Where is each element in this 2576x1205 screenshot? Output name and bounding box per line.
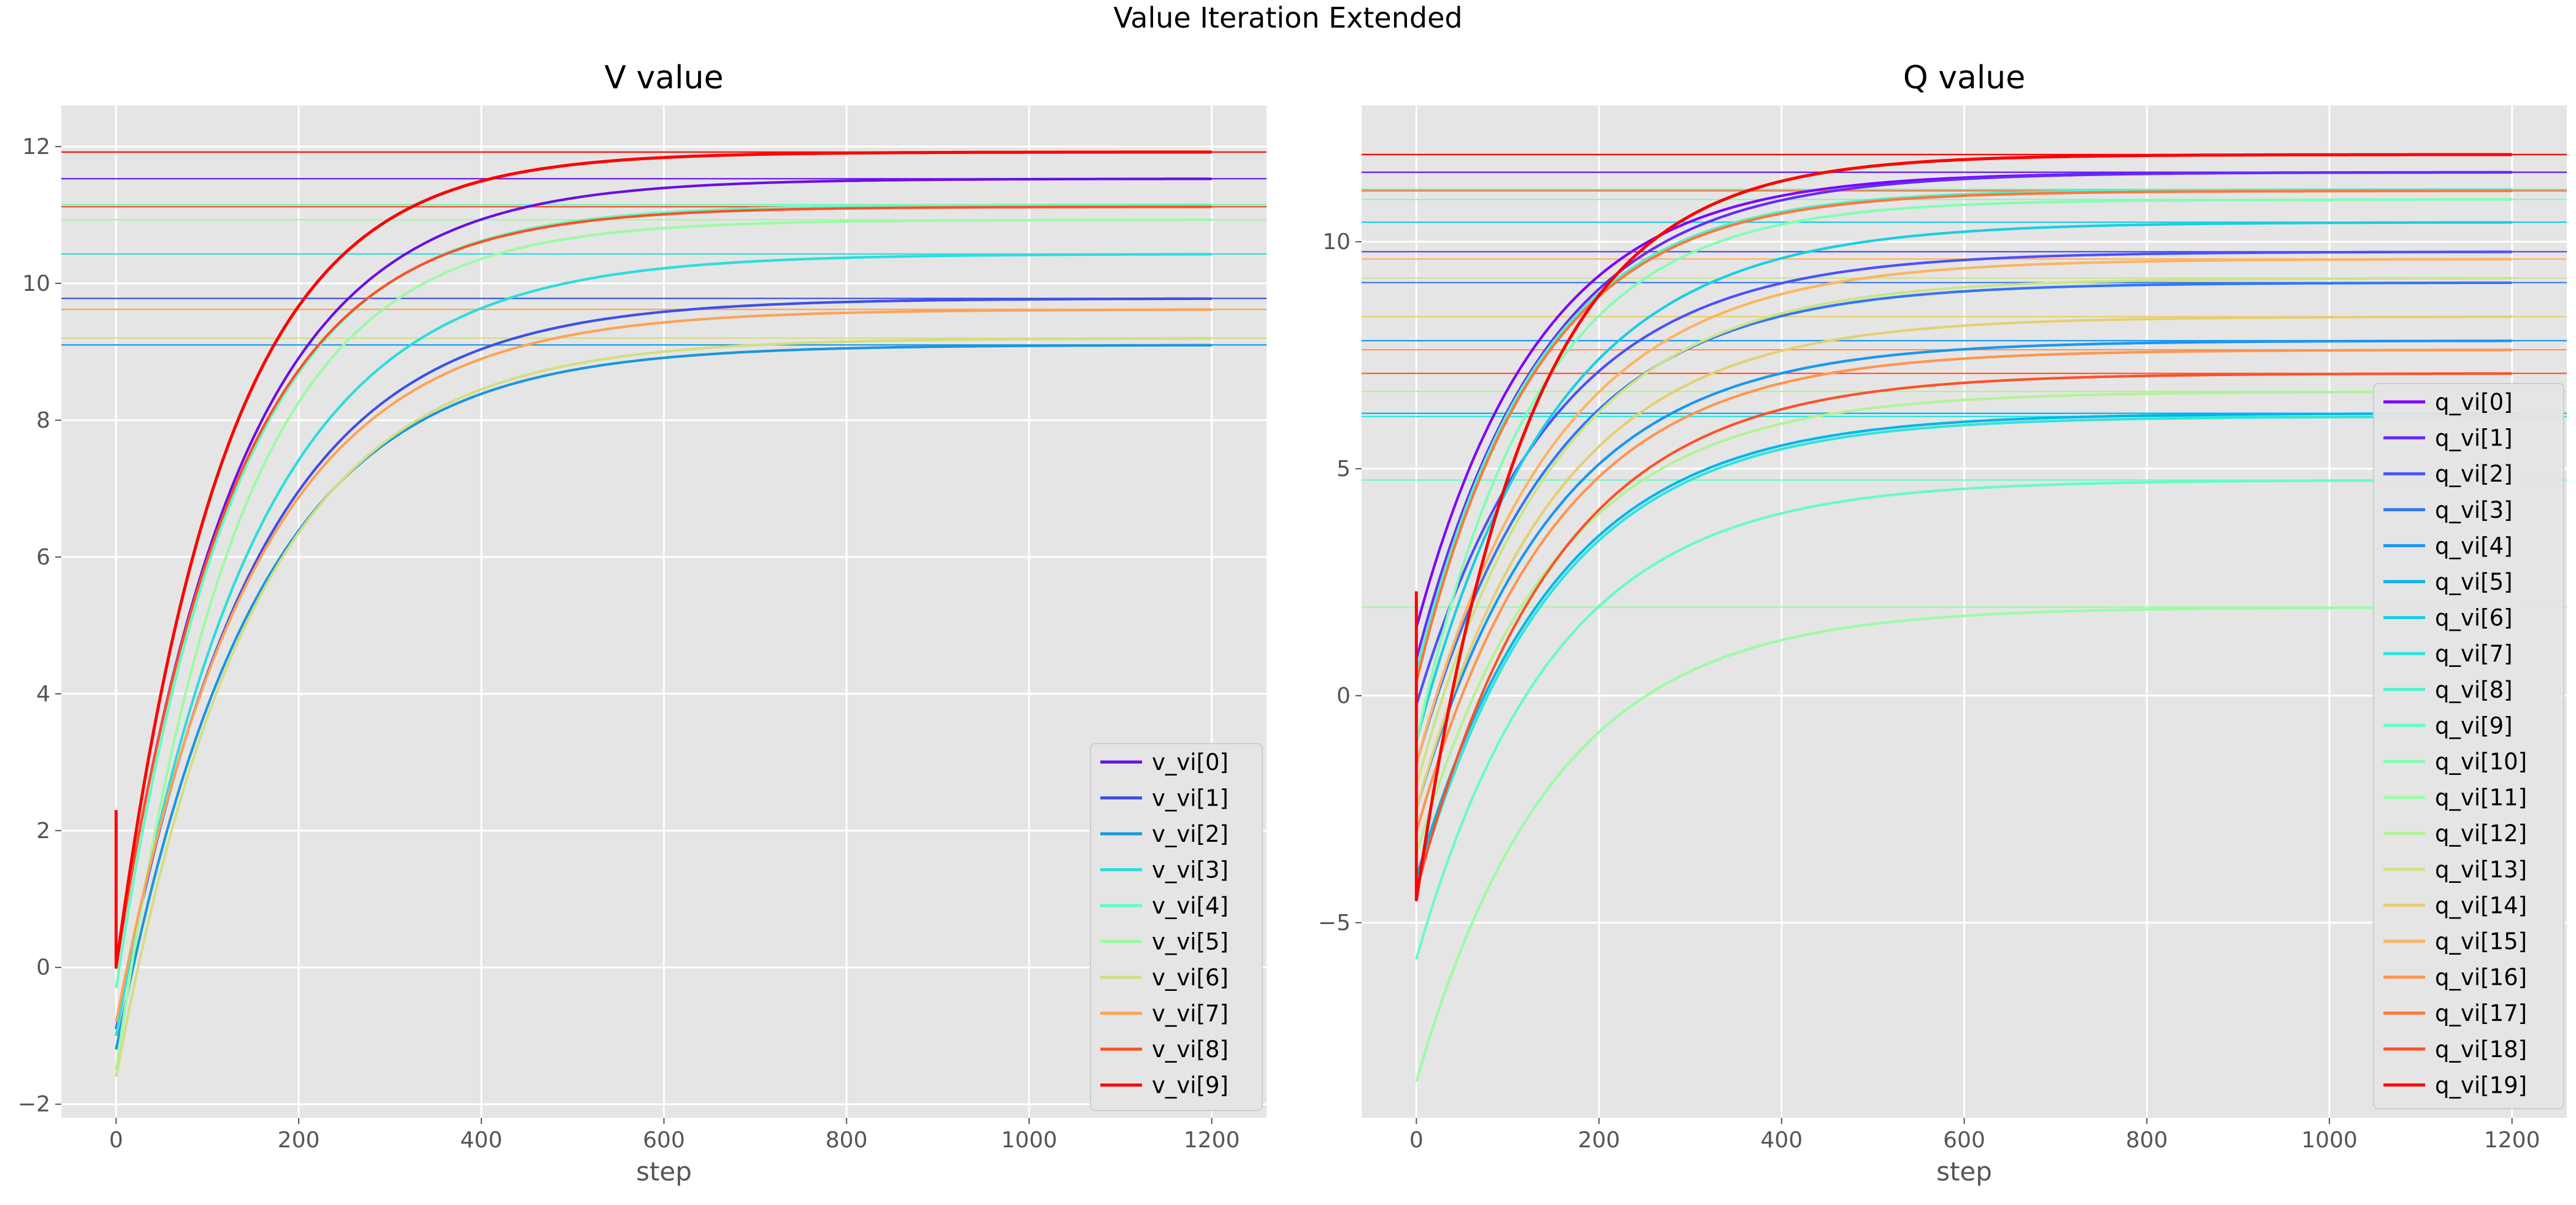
series-line-v_vi[5] bbox=[115, 218, 1212, 1071]
y-tick-label: 4 bbox=[36, 682, 50, 707]
legend-label-v_vi[6]: v_vi[6] bbox=[1152, 964, 1229, 991]
chart-title: Q value bbox=[1903, 60, 2026, 96]
series-line-q_vi[15] bbox=[1415, 258, 2512, 764]
legend-label-q_vi[6]: q_vi[6] bbox=[2435, 605, 2513, 631]
legend-label-v_vi[4]: v_vi[4] bbox=[1152, 893, 1229, 919]
y-tick-label: 12 bbox=[22, 134, 50, 160]
series-line-q_vi[6] bbox=[1415, 221, 2512, 742]
series-line-q_vi[13] bbox=[1415, 277, 2512, 787]
series-line-v_vi[8] bbox=[115, 206, 1212, 968]
series-line-q_vi[7] bbox=[1415, 415, 2512, 887]
legend-label-q_vi[14]: q_vi[14] bbox=[2435, 892, 2527, 918]
x-axis-label: step bbox=[636, 1157, 692, 1187]
legend-label-q_vi[1]: q_vi[1] bbox=[2435, 425, 2513, 452]
legend: q_vi[0] q_vi[1] q_vi[2] q_vi[3] q_vi[4] q_vi[… bbox=[2373, 383, 2564, 1109]
series-line-v_vi[3] bbox=[115, 253, 1212, 1036]
x-tick-label: 1200 bbox=[1184, 1128, 1240, 1153]
legend-label-q_vi[11]: q_vi[11] bbox=[2435, 785, 2527, 811]
series-line-q_vi[18] bbox=[1415, 372, 2512, 891]
y-tick-label: 0 bbox=[36, 955, 50, 980]
series-line-q_vi[1] bbox=[1415, 171, 2512, 660]
x-tick-label: 200 bbox=[278, 1128, 320, 1153]
y-tick-label: 0 bbox=[1336, 683, 1351, 709]
y-tick-label: −5 bbox=[1318, 910, 1351, 936]
x-tick-label: 400 bbox=[1760, 1128, 1803, 1153]
legend-label-v_vi[9]: v_vi[9] bbox=[1152, 1072, 1229, 1099]
series-line-v_vi[7] bbox=[115, 308, 1212, 1023]
legend-label-q_vi[9]: q_vi[9] bbox=[2435, 712, 2513, 739]
x-axis-label: step bbox=[1936, 1157, 1992, 1187]
series-line-v_vi[1] bbox=[115, 297, 1212, 1030]
x-tick-label: 400 bbox=[460, 1128, 502, 1153]
y-tick-label: 2 bbox=[36, 818, 50, 844]
legend-label-q_vi[7]: q_vi[7] bbox=[2435, 641, 2513, 667]
x-tick-label: 1000 bbox=[1001, 1128, 1057, 1153]
x-tick-label: 1000 bbox=[2301, 1128, 2358, 1153]
series-line-q_vi[19] bbox=[1414, 153, 2512, 902]
x-tick-label: 600 bbox=[1943, 1128, 1985, 1153]
legend-label-q_vi[15]: q_vi[15] bbox=[2435, 928, 2527, 955]
series-line-q_vi[14] bbox=[1415, 315, 2512, 810]
series-line-q_vi[12] bbox=[1415, 390, 2512, 855]
legend-label-v_vi[7]: v_vi[7] bbox=[1152, 1001, 1229, 1027]
legend-label-v_vi[3]: v_vi[3] bbox=[1152, 857, 1229, 884]
legend-label-q_vi[8]: q_vi[8] bbox=[2435, 677, 2513, 703]
series-line-v_vi[6] bbox=[115, 337, 1212, 1077]
chart-1: 0 200 400 600 800 1000 1200 −5 0 5 10 Q value step q_… bbox=[1318, 60, 2567, 1187]
plot-area bbox=[61, 150, 1267, 1077]
series-line-q_vi[10] bbox=[1415, 198, 2512, 742]
x-tick-label: 0 bbox=[109, 1128, 123, 1153]
legend-label-v_vi[1]: v_vi[1] bbox=[1152, 785, 1229, 812]
legend: v_vi[0] v_vi[1] v_vi[2] v_vi[3] v_vi[4] v_vi[… bbox=[1090, 743, 1263, 1111]
legend-label-q_vi[3]: q_vi[3] bbox=[2435, 497, 2513, 523]
x-tick-label: 600 bbox=[643, 1128, 685, 1153]
x-tick-label: 200 bbox=[1578, 1128, 1620, 1153]
x-tick-label: 0 bbox=[1409, 1128, 1424, 1153]
x-tick-label: 800 bbox=[826, 1128, 868, 1153]
series-line-q_vi[9] bbox=[1415, 479, 2512, 960]
chart-0: 0 200 400 600 800 1000 1200 −2 0 2 4 6 8 10 12 V value s… bbox=[18, 60, 1267, 1187]
series-line-q_vi[4] bbox=[1415, 339, 2512, 810]
y-tick-label: 10 bbox=[22, 271, 50, 296]
legend-label-q_vi[4]: q_vi[4] bbox=[2435, 533, 2513, 559]
legend-label-q_vi[13]: q_vi[13] bbox=[2435, 857, 2527, 883]
legend-label-q_vi[12]: q_vi[12] bbox=[2435, 820, 2527, 847]
legend-label-q_vi[5]: q_vi[5] bbox=[2435, 569, 2513, 595]
y-tick-label: 10 bbox=[1322, 229, 1351, 255]
series-line-q_vi[11] bbox=[1415, 606, 2512, 1082]
figure-title: Value Iteration Extended bbox=[1113, 1, 1463, 34]
legend-label-v_vi[8]: v_vi[8] bbox=[1152, 1036, 1229, 1063]
x-tick-label: 1200 bbox=[2484, 1128, 2540, 1153]
series-line-v_vi[9] bbox=[114, 150, 1212, 969]
legend-label-v_vi[2]: v_vi[2] bbox=[1152, 821, 1229, 847]
legend-label-q_vi[18]: q_vi[18] bbox=[2435, 1036, 2527, 1063]
y-tick-label: 5 bbox=[1336, 456, 1351, 482]
series-line-q_vi[16] bbox=[1415, 348, 2512, 833]
legend-label-v_vi[0]: v_vi[0] bbox=[1152, 749, 1229, 776]
chart-title: V value bbox=[604, 60, 723, 96]
y-tick-label: −2 bbox=[18, 1092, 50, 1117]
legend-label-q_vi[17]: q_vi[17] bbox=[2435, 1000, 2527, 1026]
y-tick-label: 8 bbox=[36, 408, 50, 433]
series-line-q_vi[5] bbox=[1415, 412, 2512, 878]
series-line-q_vi[3] bbox=[1415, 281, 2512, 764]
plot-area bbox=[1362, 153, 2567, 1082]
series-line-v_vi[0] bbox=[115, 177, 1212, 968]
y-tick-label: 6 bbox=[36, 545, 50, 570]
x-tick-label: 800 bbox=[2126, 1128, 2168, 1153]
series-line-v_vi[4] bbox=[115, 203, 1212, 988]
legend-label-q_vi[10]: q_vi[10] bbox=[2435, 749, 2527, 775]
legend-label-q_vi[0]: q_vi[0] bbox=[2435, 389, 2513, 415]
legend-box bbox=[2373, 383, 2564, 1109]
legend-label-q_vi[2]: q_vi[2] bbox=[2435, 461, 2513, 487]
legend-label-q_vi[16]: q_vi[16] bbox=[2435, 964, 2527, 991]
legend-label-q_vi[19]: q_vi[19] bbox=[2435, 1072, 2527, 1098]
series-line-q_vi[2] bbox=[1415, 250, 2512, 706]
legend-label-v_vi[5]: v_vi[5] bbox=[1152, 929, 1229, 955]
